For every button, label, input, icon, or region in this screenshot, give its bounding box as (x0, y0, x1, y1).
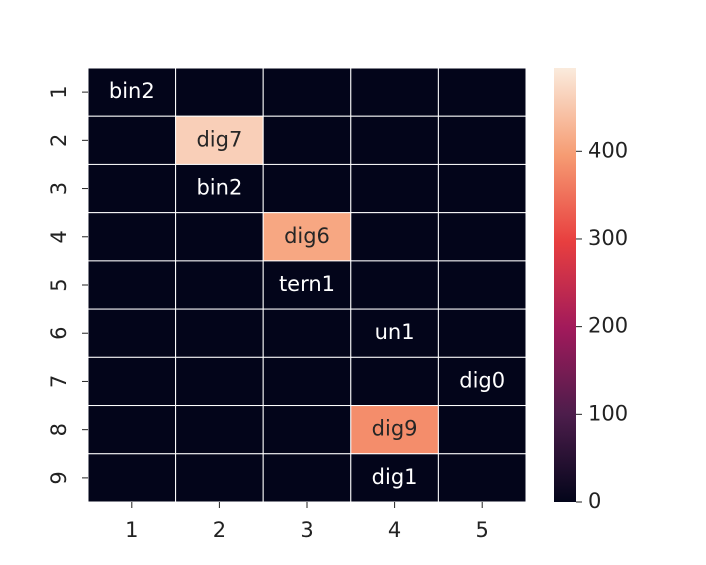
y-tick-label: 6 (47, 327, 71, 340)
cell-annotation: un1 (375, 320, 415, 344)
heatmap-cell (87, 356, 177, 407)
heatmap-cell (350, 163, 439, 214)
y-tick-label: 1 (47, 85, 71, 98)
colorbar-tick-label: 200 (588, 314, 628, 338)
heatmap-cell (437, 212, 527, 262)
cell-annotation: bin2 (109, 79, 155, 103)
heatmap-cell (87, 405, 177, 455)
heatmap-cell (262, 356, 352, 407)
y-tick-label: 9 (47, 471, 71, 484)
x-tick-label: 4 (388, 518, 401, 542)
cell-annotation: dig7 (196, 127, 242, 151)
heatmap-cell (350, 308, 439, 358)
cell-annotation: bin2 (196, 176, 242, 200)
heatmap-cell (350, 260, 439, 310)
heatmap-cell (262, 163, 352, 214)
y-tick-label: 5 (47, 278, 71, 291)
colorbar-tick-label: 0 (588, 489, 601, 513)
colorbar (554, 68, 576, 502)
heatmap-cell (175, 67, 264, 117)
cell-annotation: tern1 (279, 272, 335, 296)
heatmap-cell (437, 67, 527, 117)
heatmap-cell (87, 453, 177, 503)
heatmap-cell (262, 115, 352, 165)
heatmap-cell (437, 115, 527, 165)
heatmap-cell (87, 67, 177, 117)
heatmap-cell (350, 356, 439, 407)
heatmap-cell (175, 405, 264, 455)
heatmap-cell (350, 405, 439, 455)
heatmap-cell (262, 212, 352, 262)
heatmap-cell (262, 67, 352, 117)
heatmap-cell (87, 212, 177, 262)
heatmap-cell (437, 308, 527, 358)
cell-annotation: dig1 (372, 465, 418, 489)
x-tick-label: 5 (476, 518, 489, 542)
heatmap-cell (175, 115, 264, 165)
heatmap-cell (87, 115, 177, 165)
heatmap-cell (350, 67, 439, 117)
heatmap-cell (350, 212, 439, 262)
heatmap-cell (437, 405, 527, 455)
heatmap-cell (175, 260, 264, 310)
heatmap-cell (175, 453, 264, 503)
heatmap-cell (175, 212, 264, 262)
x-tick-label: 3 (300, 518, 313, 542)
cell-annotation: dig9 (372, 417, 418, 441)
heatmap-cell (175, 308, 264, 358)
heatmap-cell (262, 405, 352, 455)
x-tick-label: 2 (213, 518, 226, 542)
heatmap-cell (262, 308, 352, 358)
x-tick-label: 1 (125, 518, 138, 542)
heatmap-cell (437, 453, 527, 503)
heatmap-cell (175, 163, 264, 214)
y-tick-label: 8 (47, 423, 71, 436)
y-tick-label: 7 (47, 375, 71, 388)
colorbar-tick-label: 100 (588, 401, 628, 425)
heatmap-cell (175, 356, 264, 407)
heatmap-cell (87, 163, 177, 214)
cell-annotation: dig6 (284, 224, 330, 248)
y-tick-label: 3 (47, 182, 71, 195)
heatmap-cell (437, 260, 527, 310)
y-tick-label: 2 (47, 134, 71, 147)
y-tick-label: 4 (47, 230, 71, 243)
heatmap-cell (437, 163, 527, 214)
heatmap-cell (262, 453, 352, 503)
colorbar-tick-label: 300 (588, 226, 628, 250)
heatmap-cell (87, 260, 177, 310)
cell-annotation: dig0 (459, 368, 505, 392)
heatmap-cell (350, 115, 439, 165)
heatmap-cell (87, 308, 177, 358)
colorbar-tick-label: 400 (588, 138, 628, 162)
